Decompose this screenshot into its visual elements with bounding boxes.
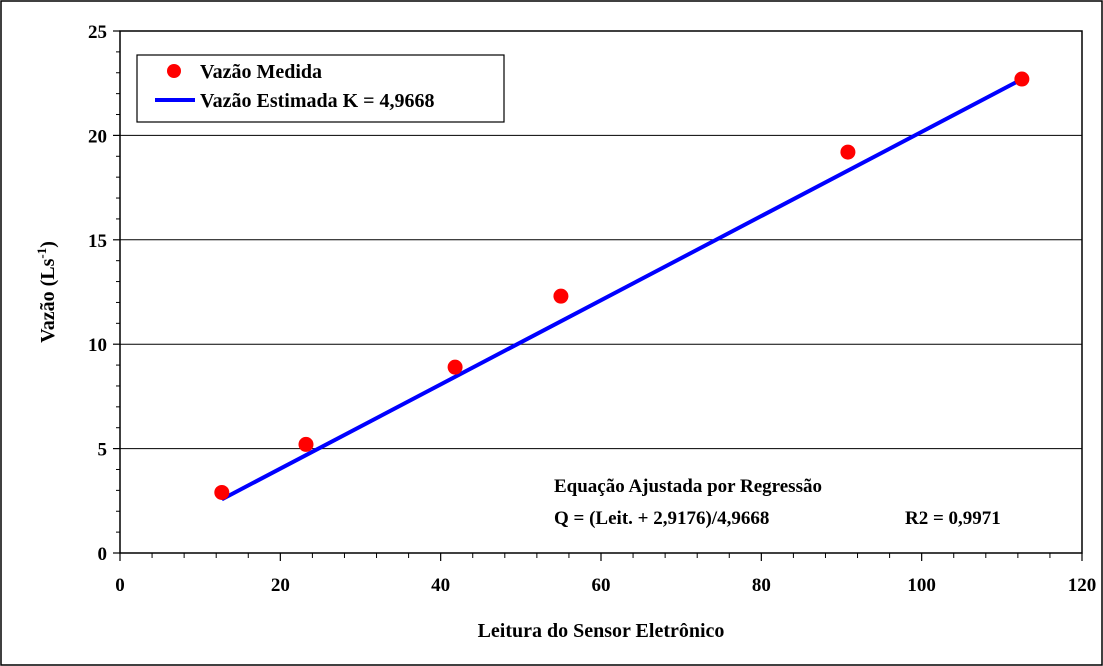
legend: Vazão Medida Vazão Estimada K = 4,9668: [136, 54, 505, 123]
y-tick-label: 20: [88, 126, 107, 147]
y-axis-title: Vazão (Ls-1): [34, 241, 59, 343]
data-point: [840, 144, 856, 160]
legend-label-line: Vazão Estimada K = 4,9668: [200, 90, 435, 112]
x-tick-label: 100: [907, 575, 936, 596]
y-axis-title-superscript: -1: [34, 248, 49, 259]
x-tick-label: 0: [115, 575, 125, 596]
legend-box: [136, 54, 505, 123]
regression-annotation: Equação Ajustada por Regressão Q = (Leit…: [554, 476, 1001, 529]
y-tick-label: 25: [88, 22, 107, 43]
regression-line: [220, 77, 1023, 502]
x-tick-label: 60: [592, 575, 611, 596]
annotation-equation: Q = (Leit. + 2,9176)/4,9668: [554, 508, 769, 529]
x-tick-label: 20: [271, 575, 290, 596]
x-tick-label: 120: [1068, 575, 1097, 596]
data-point: [214, 484, 230, 500]
x-axis-title: Leitura do Sensor Eletrônico: [478, 620, 725, 642]
data-point: [553, 288, 569, 304]
data-point: [298, 436, 314, 452]
y-tick-label: 10: [88, 335, 107, 356]
legend-label-scatter: Vazão Medida: [200, 61, 322, 83]
x-tick-label: 80: [752, 575, 771, 596]
data-point: [1014, 71, 1030, 87]
y-axis-title-main: Vazão (Ls: [37, 258, 59, 342]
gridlines: [120, 134, 1082, 450]
y-tick-label: 15: [88, 231, 107, 252]
axis-ticks: 0 5 10 15 20 25 0 20 40 60 80 100 120: [88, 22, 1096, 596]
data-point: [447, 359, 463, 375]
y-tick-label: 5: [98, 440, 108, 461]
annotation-r2: R2 = 0,9971: [905, 508, 1001, 529]
y-tick-label: 0: [98, 544, 108, 565]
annotation-title: Equação Ajustada por Regressão: [554, 476, 822, 497]
legend-marker-scatter: [167, 64, 181, 78]
x-tick-label: 40: [431, 575, 450, 596]
series: [214, 71, 1030, 502]
y-axis-title-end: ): [37, 241, 59, 248]
